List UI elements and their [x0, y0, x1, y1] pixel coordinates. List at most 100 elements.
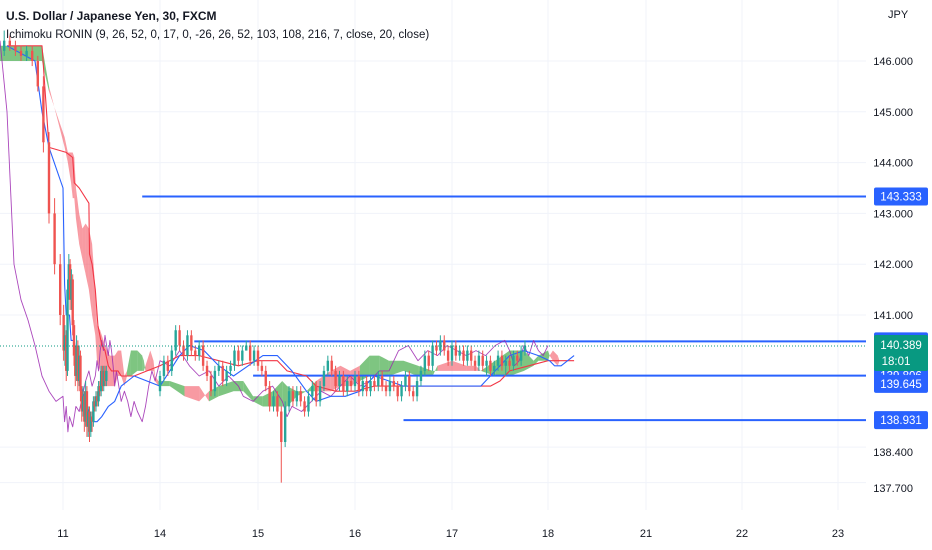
candle-body: [373, 381, 376, 387]
candle-body: [205, 365, 209, 376]
candle-body: [431, 345, 434, 366]
cloud-segment: [142, 355, 144, 371]
candle-body: [81, 396, 85, 412]
time-axis[interactable]: 11 14 15 16 17 18 21 22 23: [57, 528, 844, 540]
time-tick-label: 23: [832, 528, 844, 540]
candle-body: [496, 355, 500, 366]
level-price-badge[interactable]: [874, 374, 928, 393]
candle-body: [241, 350, 244, 361]
candle-body: [89, 416, 93, 432]
candle-body: [36, 61, 39, 87]
candle-body: [76, 345, 80, 382]
candle-body: [400, 386, 403, 397]
candle-body: [322, 370, 326, 387]
cloud-segment: [127, 350, 131, 376]
candle-body: [93, 401, 96, 407]
cloud-segment: [124, 370, 128, 387]
candle-body: [77, 355, 81, 382]
lagging-span-line: [0, 40, 549, 433]
candle-body: [248, 345, 252, 361]
candle-body: [88, 411, 91, 432]
candle-body: [59, 264, 62, 315]
candle-body: [443, 340, 446, 351]
candle-body: [462, 350, 465, 361]
price-tick-label: 138.400: [873, 447, 913, 459]
candle-body: [508, 360, 511, 366]
level-price-badge[interactable]: [874, 411, 928, 430]
cloud-segment: [64, 137, 68, 163]
candle-body: [516, 355, 519, 361]
candle-body: [71, 279, 74, 326]
candle-body: [361, 381, 364, 392]
candle-body: [74, 355, 77, 376]
price-axis[interactable]: 146.000 145.000 144.000 143.000 142.000 141.0…: [873, 56, 928, 495]
candle-body: [25, 50, 28, 56]
candle-body: [272, 396, 275, 407]
candle-body: [103, 370, 107, 382]
candle-body: [264, 370, 267, 387]
cloud-segment: [403, 360, 419, 376]
candle-body: [396, 386, 399, 397]
cloud-segment: [121, 350, 125, 387]
candle-body: [105, 370, 108, 382]
candle-body: [454, 345, 458, 356]
candle-body: [326, 360, 330, 371]
candle-body: [446, 350, 450, 361]
candle-body: [47, 142, 51, 214]
candle-body: [97, 386, 100, 402]
candle-body: [174, 330, 177, 351]
candle-body: [330, 360, 333, 371]
candle-body: [512, 355, 515, 366]
symbol-title: U.S. Dollar / Japanese Yen, 30, FXCM: [6, 9, 217, 23]
candle-body: [72, 325, 76, 356]
candle-body: [8, 40, 11, 46]
candle-body: [450, 345, 454, 361]
cloud-segment: [199, 386, 209, 402]
time-tick-label: 15: [252, 528, 264, 540]
candle-body: [504, 360, 507, 366]
candle-body: [42, 86, 45, 143]
cloud-segment: [150, 350, 154, 371]
candle-body: [63, 335, 67, 351]
candle-body: [489, 360, 492, 371]
cloud-segment: [130, 350, 138, 376]
price-tick-label: 142.000: [873, 259, 913, 271]
candle-body: [31, 50, 34, 61]
candle-body: [303, 401, 306, 412]
candle-body: [419, 370, 423, 382]
cloud-segment: [117, 350, 122, 376]
level-price-badge[interactable]: [874, 187, 928, 206]
cloud-segment: [143, 360, 146, 371]
candle-body: [388, 381, 392, 392]
candle-body: [162, 360, 166, 376]
candle-body: [96, 396, 99, 402]
cloud-segment: [524, 350, 534, 371]
candle-body: [170, 350, 173, 371]
candle-body: [67, 264, 71, 290]
candle-body: [99, 370, 103, 392]
cloud-segment: [369, 355, 380, 376]
cloud-segment: [42, 45, 49, 92]
candle-body: [338, 375, 341, 387]
cloud-segment: [71, 152, 73, 199]
candle-body: [84, 391, 87, 422]
price-tick-label: 143.000: [873, 208, 913, 220]
time-tick-label: 22: [736, 528, 748, 540]
candle-body: [166, 360, 170, 371]
candle-body: [19, 50, 23, 56]
price-tick-label: 146.000: [873, 56, 913, 68]
candle-body: [318, 386, 322, 402]
cloud-segment: [85, 223, 89, 290]
time-tick-label: 11: [57, 528, 68, 540]
cloud-segment: [145, 350, 151, 371]
candle-body: [280, 411, 283, 442]
candle-body: [295, 391, 298, 402]
candle-body: [380, 375, 384, 387]
cloud-segment: [82, 223, 86, 275]
indicator-legend[interactable]: Ichimoku RONIN (9, 26, 52, 0, 17, 0, -26…: [6, 29, 430, 41]
candle-body: [75, 345, 78, 376]
cloud-segment: [388, 360, 404, 376]
candle-body: [357, 375, 361, 392]
